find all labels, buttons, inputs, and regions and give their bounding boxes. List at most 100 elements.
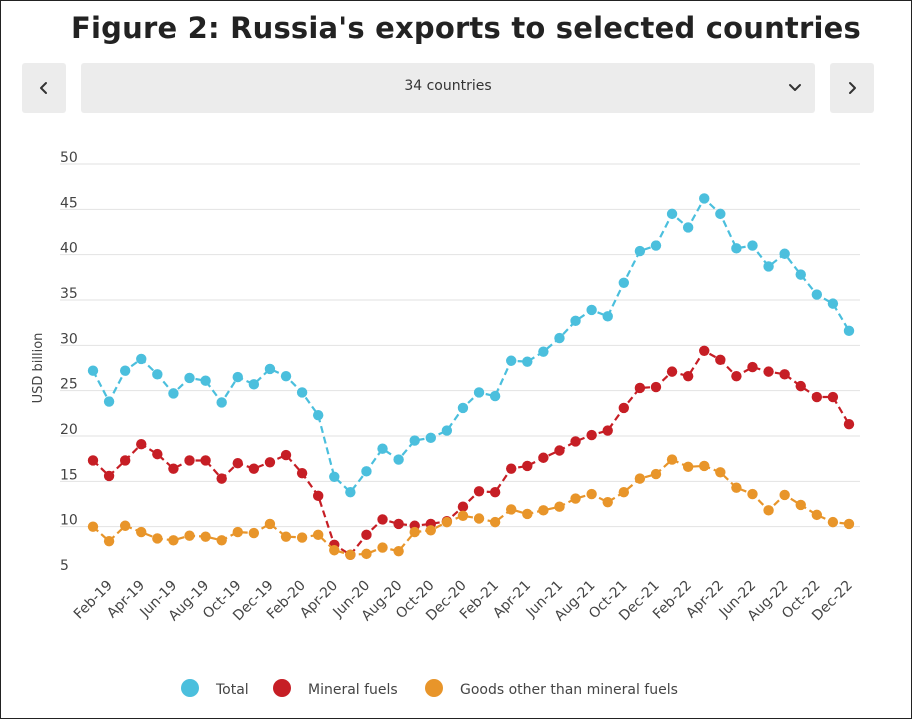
data-point — [473, 387, 485, 398]
data-point — [811, 509, 823, 521]
data-point — [312, 529, 324, 541]
data-point — [232, 526, 243, 538]
data-point — [489, 390, 501, 402]
data-point — [570, 436, 581, 447]
legend-label: Total — [215, 682, 249, 698]
data-point — [168, 388, 179, 399]
data-point — [152, 369, 163, 380]
legend-marker — [425, 679, 443, 697]
country-group-dropdown[interactable]: 34 countries — [81, 63, 815, 113]
data-point — [666, 366, 678, 377]
data-point — [506, 504, 517, 515]
y-tick-label: 50 — [60, 150, 78, 166]
series-line-2 — [92, 458, 850, 556]
data-point — [425, 525, 436, 536]
data-point — [699, 193, 710, 204]
data-point — [682, 222, 694, 233]
data-point — [361, 529, 372, 541]
data-point — [618, 402, 630, 414]
data-point — [602, 311, 613, 322]
data-point — [377, 542, 388, 553]
data-point — [522, 460, 533, 472]
data-point — [634, 382, 646, 394]
data-point — [602, 425, 613, 436]
data-point — [731, 370, 742, 382]
data-point — [136, 353, 147, 365]
data-point — [618, 277, 630, 288]
data-point — [843, 419, 855, 430]
data-point — [602, 496, 613, 508]
data-point — [184, 455, 195, 466]
data-point — [634, 245, 646, 257]
data-point — [184, 530, 195, 541]
data-point — [248, 463, 260, 474]
y-tick-label: 25 — [60, 377, 78, 393]
data-point — [345, 549, 356, 560]
data-point — [763, 261, 774, 272]
data-point — [570, 315, 581, 327]
data-point — [184, 372, 195, 384]
data-point — [538, 346, 549, 357]
data-point — [650, 381, 662, 393]
data-point — [618, 487, 630, 498]
data-point — [280, 531, 292, 542]
dropdown-selected-value: 34 countries — [404, 78, 492, 94]
data-point — [248, 527, 260, 539]
data-point — [200, 455, 211, 466]
data-point — [650, 468, 662, 480]
page-title: Figure 2: Russia's exports to selected c… — [71, 11, 861, 45]
chevron-left-icon — [40, 82, 47, 94]
data-point — [312, 490, 324, 502]
data-point — [329, 471, 340, 482]
data-point — [296, 467, 308, 479]
data-point — [554, 445, 565, 456]
data-point — [232, 458, 243, 469]
legend-label: Goods other than mineral fuels — [460, 682, 678, 698]
data-point — [586, 488, 597, 500]
legend-label: Mineral fuels — [308, 682, 398, 698]
next-button[interactable] — [830, 63, 874, 113]
data-point — [152, 448, 163, 460]
data-point — [87, 365, 99, 376]
data-point — [200, 375, 211, 386]
data-point — [264, 457, 276, 468]
data-point — [377, 514, 388, 525]
data-point — [586, 429, 597, 441]
data-point — [119, 520, 131, 531]
data-point — [650, 240, 662, 251]
data-point — [119, 365, 131, 376]
data-point — [666, 208, 678, 220]
data-point — [441, 516, 453, 528]
data-point — [393, 545, 404, 557]
series-line-0 — [92, 196, 850, 494]
data-point — [827, 298, 839, 309]
previous-button[interactable] — [22, 63, 66, 113]
y-tick-label: 10 — [60, 513, 78, 529]
data-point — [152, 533, 163, 544]
data-point — [103, 470, 115, 482]
y-tick-label: 15 — [60, 467, 78, 483]
data-point — [136, 526, 147, 538]
data-point — [409, 526, 420, 538]
data-point — [393, 518, 404, 530]
data-point — [119, 455, 131, 466]
data-point — [522, 508, 533, 520]
data-point — [296, 532, 308, 543]
data-point — [393, 454, 404, 465]
data-point — [87, 521, 99, 532]
data-point — [168, 535, 179, 546]
data-point — [747, 361, 758, 373]
data-point — [522, 356, 533, 367]
legend-marker — [181, 679, 199, 697]
data-point — [811, 391, 823, 403]
data-point — [779, 248, 790, 259]
data-point — [216, 473, 227, 484]
data-point — [811, 289, 823, 300]
data-point — [747, 488, 758, 500]
data-point — [489, 487, 501, 498]
y-tick-label: 5 — [60, 558, 69, 574]
data-point — [795, 499, 806, 511]
data-point — [570, 493, 581, 504]
